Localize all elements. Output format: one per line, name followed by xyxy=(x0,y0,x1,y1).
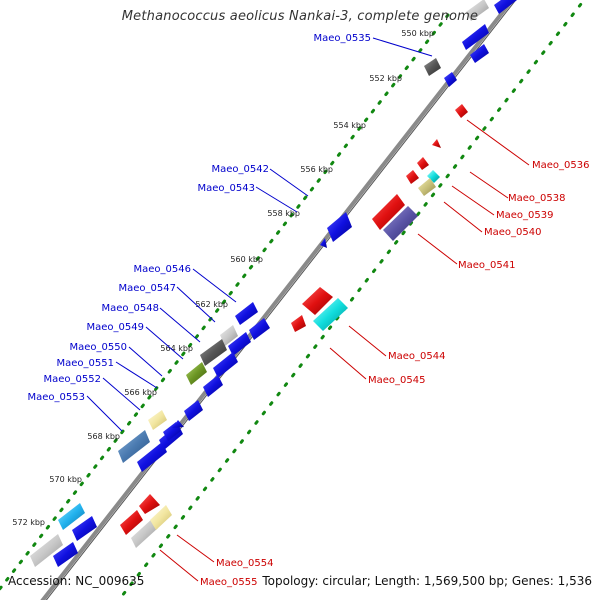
gene-label-reverse: Maeo_0554 xyxy=(216,558,273,569)
kbp-tick-labels: 550 kbp 552 kbp 554 kbp 556 kbp 558 kbp … xyxy=(12,29,434,527)
gene-glyph xyxy=(427,170,440,183)
gene-glyph xyxy=(30,534,63,567)
gene-label-reverse: Maeo_0539 xyxy=(496,210,553,221)
gene-glyph xyxy=(53,542,78,567)
gene-label-reverse: Maeo_0536 xyxy=(532,160,589,171)
gene-label-reverse: Maeo_0538 xyxy=(508,193,565,204)
gene-glyph xyxy=(72,516,97,541)
gene-glyph xyxy=(466,0,489,21)
kbp-label: 564 kbp xyxy=(160,344,193,353)
gene-glyph xyxy=(432,139,441,148)
kbp-tick-line xyxy=(0,13,450,592)
gene-glyph xyxy=(455,104,468,118)
gene-label-forward: Maeo_0549 xyxy=(87,322,144,333)
blue-genes xyxy=(53,0,517,567)
gene-label-forward: Maeo_0552 xyxy=(44,374,101,385)
gene-glyph xyxy=(200,339,227,366)
kbp-label: 570 kbp xyxy=(49,475,82,484)
gene-glyph xyxy=(313,298,348,331)
gene-glyph xyxy=(291,315,306,332)
gene-glyph xyxy=(372,194,405,230)
gene-label-reverse: Maeo_0545 xyxy=(368,375,425,386)
gene-glyph xyxy=(118,430,150,463)
genome-summary-text: Topology: circular; Length: 1,569,500 bp… xyxy=(262,574,592,588)
gene-label-forward: Maeo_0548 xyxy=(102,303,159,314)
genome-backbone-shadow xyxy=(45,0,517,600)
kbp-label: 554 kbp xyxy=(333,121,366,130)
kbp-label: 568 kbp xyxy=(87,432,120,441)
accession-text: Accession: NC_009635 xyxy=(8,574,145,588)
kbp-label: 566 kbp xyxy=(124,388,157,397)
red-genes xyxy=(120,104,468,535)
gene-glyph xyxy=(494,0,517,14)
gene-glyph xyxy=(137,442,167,472)
gene-glyph xyxy=(148,410,167,430)
gene-glyph xyxy=(58,503,85,530)
kbp-label: 558 kbp xyxy=(267,209,300,218)
gene-glyph xyxy=(150,505,172,530)
gene-glyph xyxy=(131,518,158,548)
gene-glyph xyxy=(120,510,143,535)
gene-glyph xyxy=(235,302,258,325)
gene-glyph xyxy=(172,420,184,428)
reverse-leader-lines xyxy=(159,119,530,582)
gene-glyph xyxy=(406,170,419,184)
gene-glyph xyxy=(320,238,327,248)
gene-label-forward: Maeo_0546 xyxy=(134,264,191,275)
gene-glyph xyxy=(424,58,441,76)
reverse-gene-labels: Maeo_0536 Maeo_0538 Maeo_0539 Maeo_0540 … xyxy=(200,160,589,588)
gene-glyph xyxy=(327,212,352,242)
gene-glyph xyxy=(186,362,207,385)
gene-label-reverse: Maeo_0544 xyxy=(388,351,445,362)
gene-label-reverse: Maeo_0540 xyxy=(484,227,541,238)
gene-label-forward: Maeo_0553 xyxy=(28,392,85,403)
gene-glyph xyxy=(228,332,251,356)
gene-glyph xyxy=(302,287,333,315)
gene-label-forward: Maeo_0542 xyxy=(212,164,269,175)
forward-leader-lines xyxy=(86,37,433,432)
kbp-label: 572 kbp xyxy=(12,518,45,527)
gene-glyph xyxy=(203,375,223,397)
gene-glyph xyxy=(383,206,418,241)
kbp-label: 550 kbp xyxy=(401,29,434,38)
gene-label-forward: Maeo_0551 xyxy=(57,358,114,369)
gene-label-forward: Maeo_0550 xyxy=(70,342,127,353)
gene-label-forward: Maeo_0543 xyxy=(198,183,255,194)
kbp-label: 556 kbp xyxy=(300,165,333,174)
kbp-label: 560 kbp xyxy=(230,255,263,264)
gene-glyph xyxy=(462,24,489,50)
colored-genes xyxy=(30,0,489,567)
kbp-label: 562 kbp xyxy=(195,300,228,309)
gene-glyph xyxy=(184,400,203,421)
gene-glyph xyxy=(444,72,457,87)
gene-label-reverse: Maeo_0541 xyxy=(458,260,515,271)
gene-glyph xyxy=(139,494,160,514)
gene-glyph xyxy=(213,352,238,378)
genome-backbone xyxy=(40,0,515,600)
gene-glyph xyxy=(418,178,436,196)
kbp-label: 552 kbp xyxy=(369,74,402,83)
gene-glyph xyxy=(417,157,429,170)
colored-reverse-genes xyxy=(131,170,440,548)
gene-label-forward: Maeo_0547 xyxy=(119,283,176,294)
outer-dotted-line xyxy=(116,0,587,600)
gene-label-reverse: Maeo_0555 xyxy=(200,577,257,588)
map-title: Methanococcus aeolicus Nankai-3, complet… xyxy=(121,9,479,24)
gene-glyph xyxy=(470,44,489,63)
gene-label-forward: Maeo_0535 xyxy=(314,33,371,44)
forward-gene-labels: Maeo_0535 Maeo_0542 Maeo_0543 Maeo_0546 … xyxy=(28,33,371,403)
gene-glyph xyxy=(249,318,270,340)
gene-glyph xyxy=(220,325,238,346)
